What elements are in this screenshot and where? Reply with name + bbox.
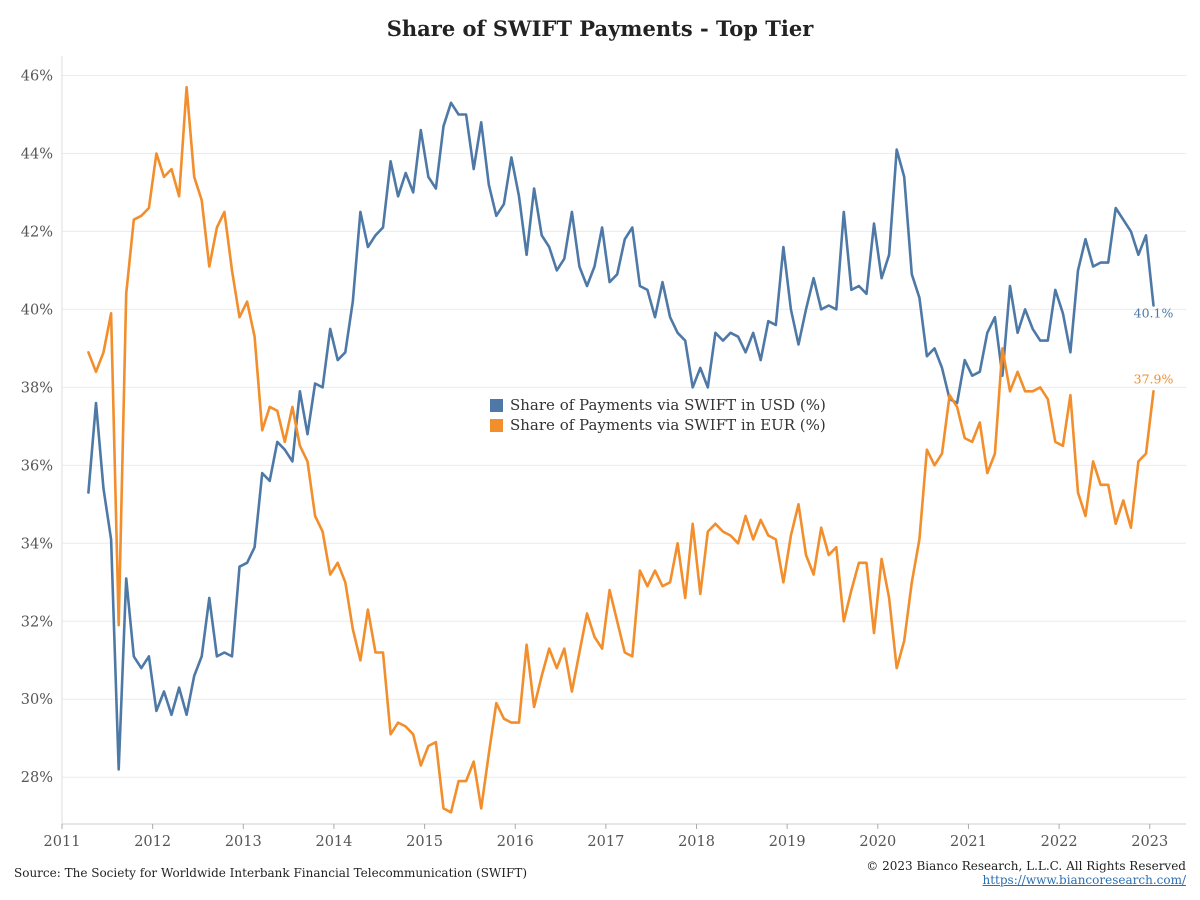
gridlines (62, 74, 1186, 778)
legend-label-usd: Share of Payments via SWIFT in USD (%) (510, 396, 826, 414)
x-tick-label: 2023 (1131, 834, 1168, 850)
y-tick-label: 44% (21, 146, 53, 162)
end-labels: 40.1% 37.9% (1134, 306, 1174, 387)
website-link[interactable]: https://www.biancoresearch.com/ (982, 873, 1186, 887)
x-tick-label: 2015 (406, 834, 443, 850)
usd-series-line (87, 101, 1155, 771)
copyright-note: © 2023 Bianco Research, L.L.C. All Right… (866, 859, 1186, 873)
usd-end-label: 40.1% (1134, 306, 1174, 321)
x-tick-label: 2013 (225, 834, 262, 850)
legend-swatch-eur (490, 418, 503, 432)
series-lines (87, 85, 1155, 814)
y-tick-label: 42% (21, 224, 53, 240)
legend: Share of Payments via SWIFT in USD (%) S… (490, 395, 826, 435)
x-tick-label: 2020 (859, 834, 896, 850)
x-tick-label: 2019 (769, 834, 806, 850)
y-tick-label: 36% (21, 458, 53, 474)
legend-item-usd: Share of Payments via SWIFT in USD (%) (490, 395, 826, 415)
x-tick-label: 2018 (678, 834, 715, 850)
x-tick-label: 2022 (1041, 834, 1078, 850)
x-tick-label: 2021 (950, 834, 987, 850)
y-tick-label: 30% (21, 692, 53, 708)
x-tick-label: 2012 (134, 834, 171, 850)
x-tick-label: 2011 (44, 834, 81, 850)
y-tick-label: 34% (21, 536, 53, 552)
x-tick-label: 2017 (587, 834, 624, 850)
eur-end-label: 37.9% (1134, 371, 1174, 386)
legend-item-eur: Share of Payments via SWIFT in EUR (%) (490, 415, 826, 435)
legend-label-eur: Share of Payments via SWIFT in EUR (%) (510, 416, 826, 434)
y-tick-label: 32% (21, 614, 53, 630)
y-tick-label: 46% (21, 68, 53, 84)
legend-swatch-usd (490, 398, 503, 412)
eur-series-line (87, 85, 1155, 814)
x-tick-label: 2014 (315, 834, 352, 850)
axes: 28% 30% 32% 34% 36% 38% 40% 42% 44% 46% 2011 2012 20… (21, 56, 1186, 850)
y-tick-label: 40% (21, 302, 53, 318)
x-tick-label: 2016 (497, 834, 534, 850)
y-tick-label: 28% (21, 770, 53, 786)
source-note: Source: The Society for Worldwide Interb… (14, 866, 528, 880)
chart-title: Share of SWIFT Payments - Top Tier (386, 16, 814, 41)
y-tick-label: 38% (21, 380, 53, 396)
